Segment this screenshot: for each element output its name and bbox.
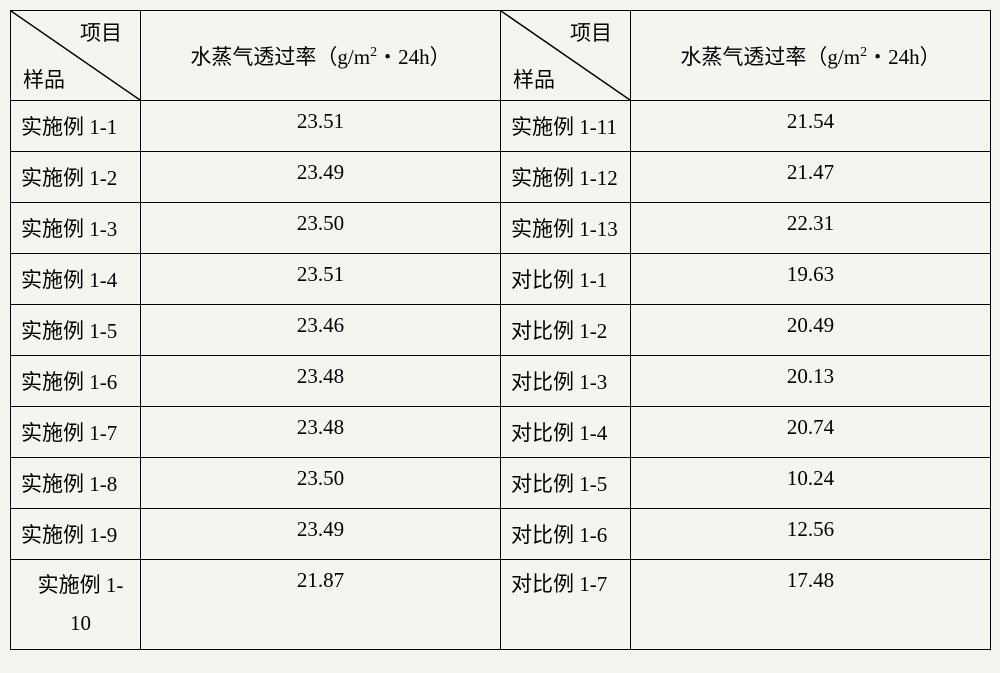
sample-cell: 实施例 1-5 <box>11 305 141 356</box>
value-cell: 21.47 <box>631 152 991 203</box>
header-diagonal-cell-right: 项目 样品 <box>501 11 631 101</box>
value-cell: 12.56 <box>631 509 991 560</box>
sample-cell: 实施例 1-8 <box>11 458 141 509</box>
value-cell: 20.74 <box>631 407 991 458</box>
sample-cell: 对比例 1-6 <box>501 509 631 560</box>
sample-cell: 实施例 1-7 <box>11 407 141 458</box>
header-top-label: 项目 <box>570 17 612 47</box>
sample-cell: 实施例 1-3 <box>11 203 141 254</box>
sample-cell: 实施例 1-6 <box>11 356 141 407</box>
table-row: 实施例 1-9 23.49 对比例 1-6 12.56 <box>11 509 991 560</box>
value-cell: 23.48 <box>141 356 501 407</box>
table-row: 实施例 1-8 23.50 对比例 1-5 10.24 <box>11 458 991 509</box>
value-cell: 21.54 <box>631 101 991 152</box>
table-row: 实施例 1-6 23.48 对比例 1-3 20.13 <box>11 356 991 407</box>
sample-cell: 实施例 1-2 <box>11 152 141 203</box>
value-cell: 23.51 <box>141 254 501 305</box>
value-cell: 23.46 <box>141 305 501 356</box>
sample-cell: 实施例 1-4 <box>11 254 141 305</box>
sample-cell: 实施例 1-12 <box>501 152 631 203</box>
table-row: 实施例 1- 10 21.87 对比例 1-7 17.48 <box>11 560 991 650</box>
value-cell: 19.63 <box>631 254 991 305</box>
table-row: 实施例 1-3 23.50 实施例 1-13 22.31 <box>11 203 991 254</box>
value-cell: 23.49 <box>141 509 501 560</box>
data-table-container: 项目 样品 水蒸气透过率（g/m2・24h） 项目 样品 水蒸气透过率（g/m2… <box>10 10 990 650</box>
sample-cell-multiline: 实施例 1- 10 <box>11 560 141 650</box>
value-cell: 23.50 <box>141 203 501 254</box>
table-row: 实施例 1-5 23.46 对比例 1-2 20.49 <box>11 305 991 356</box>
value-cell: 20.13 <box>631 356 991 407</box>
value-cell: 23.49 <box>141 152 501 203</box>
sample-cell: 对比例 1-4 <box>501 407 631 458</box>
table-row: 实施例 1-4 23.51 对比例 1-1 19.63 <box>11 254 991 305</box>
value-cell: 22.31 <box>631 203 991 254</box>
sample-cell: 实施例 1-9 <box>11 509 141 560</box>
sample-cell: 对比例 1-7 <box>501 560 631 650</box>
value-cell: 21.87 <box>141 560 501 650</box>
table-row: 实施例 1-2 23.49 实施例 1-12 21.47 <box>11 152 991 203</box>
header-value-label-left: 水蒸气透过率（g/m2・24h） <box>141 11 501 101</box>
value-cell: 20.49 <box>631 305 991 356</box>
header-top-label: 项目 <box>80 17 122 47</box>
value-cell: 23.48 <box>141 407 501 458</box>
value-cell: 23.51 <box>141 101 501 152</box>
value-cell: 23.50 <box>141 458 501 509</box>
table-row: 实施例 1-1 23.51 实施例 1-11 21.54 <box>11 101 991 152</box>
sample-cell: 实施例 1-13 <box>501 203 631 254</box>
table-header-row: 项目 样品 水蒸气透过率（g/m2・24h） 项目 样品 水蒸气透过率（g/m2… <box>11 11 991 101</box>
sample-cell: 对比例 1-5 <box>501 458 631 509</box>
header-bottom-label: 样品 <box>23 64 65 94</box>
sample-cell: 实施例 1-11 <box>501 101 631 152</box>
sample-cell: 对比例 1-2 <box>501 305 631 356</box>
sample-cell: 实施例 1-1 <box>11 101 141 152</box>
sample-cell: 对比例 1-3 <box>501 356 631 407</box>
header-bottom-label: 样品 <box>513 64 555 94</box>
header-value-label-right: 水蒸气透过率（g/m2・24h） <box>631 11 991 101</box>
header-diagonal-cell-left: 项目 样品 <box>11 11 141 101</box>
sample-cell: 对比例 1-1 <box>501 254 631 305</box>
value-cell: 17.48 <box>631 560 991 650</box>
table-row: 实施例 1-7 23.48 对比例 1-4 20.74 <box>11 407 991 458</box>
value-cell: 10.24 <box>631 458 991 509</box>
data-table: 项目 样品 水蒸气透过率（g/m2・24h） 项目 样品 水蒸气透过率（g/m2… <box>10 10 991 650</box>
